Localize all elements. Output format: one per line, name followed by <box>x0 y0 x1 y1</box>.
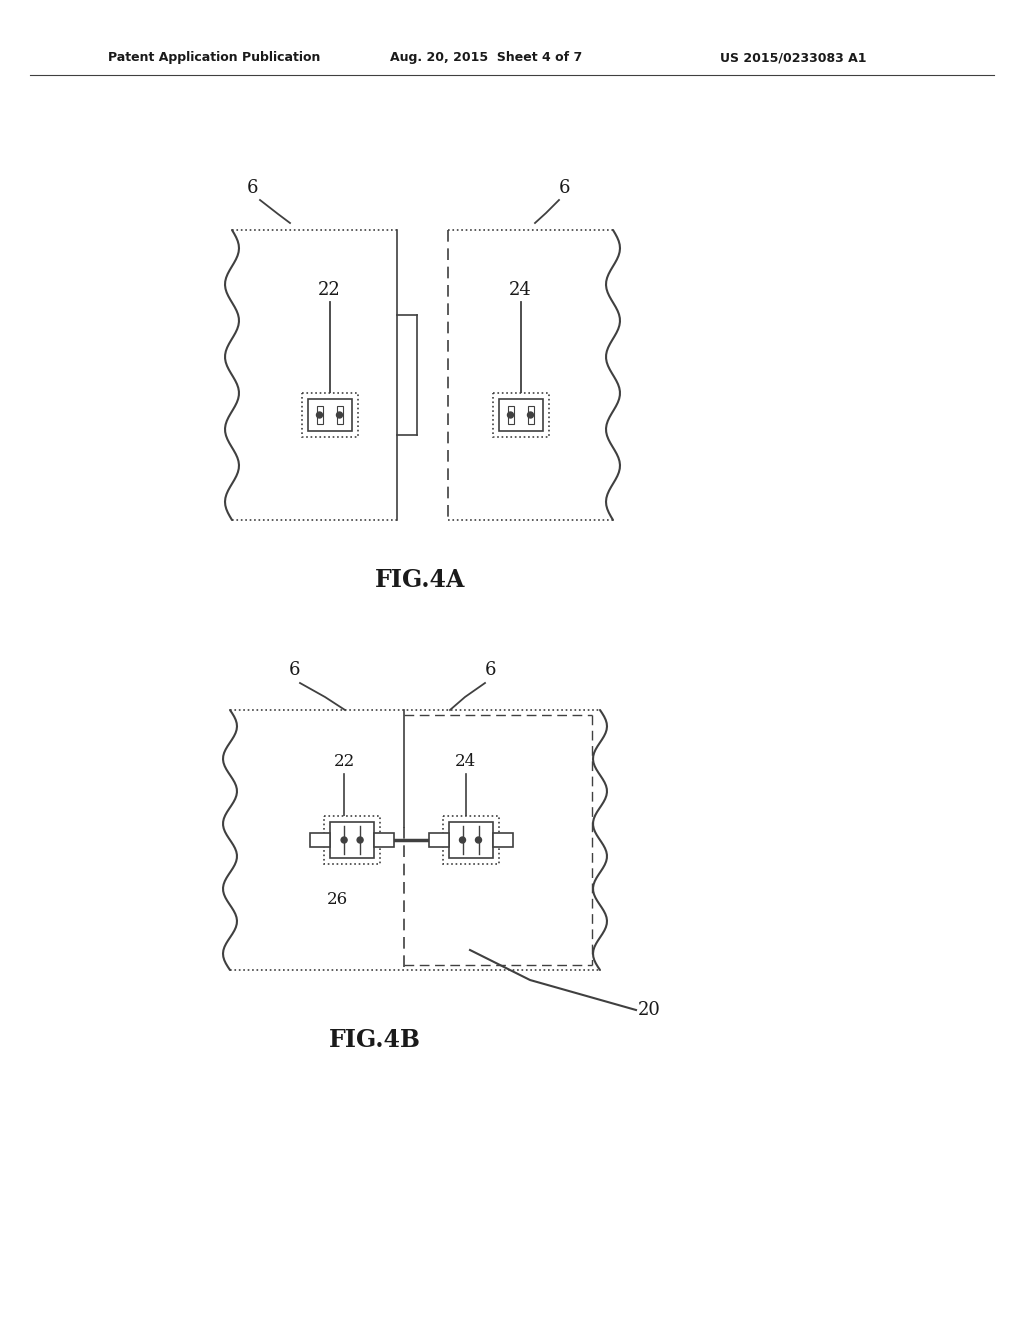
Bar <box>337 407 342 424</box>
Bar <box>449 822 493 858</box>
Bar <box>310 833 330 847</box>
Bar <box>499 399 543 432</box>
Circle shape <box>341 837 347 843</box>
Circle shape <box>460 837 466 843</box>
Bar <box>330 822 374 858</box>
Bar <box>325 816 380 865</box>
Bar <box>508 407 513 424</box>
Circle shape <box>316 412 323 418</box>
Text: 6: 6 <box>484 661 496 678</box>
Circle shape <box>508 412 513 418</box>
Circle shape <box>527 412 534 418</box>
Text: FIG.4A: FIG.4A <box>375 568 465 591</box>
Text: Aug. 20, 2015  Sheet 4 of 7: Aug. 20, 2015 Sheet 4 of 7 <box>390 51 583 65</box>
Bar <box>493 393 549 437</box>
Text: 20: 20 <box>638 1001 660 1019</box>
Bar <box>493 833 512 847</box>
Text: 6: 6 <box>247 180 259 197</box>
Text: 6: 6 <box>289 661 301 678</box>
Circle shape <box>475 837 481 843</box>
Bar <box>442 816 499 865</box>
Bar <box>316 407 323 424</box>
Circle shape <box>357 837 364 843</box>
Text: 26: 26 <box>327 891 348 908</box>
Text: 24: 24 <box>455 754 476 771</box>
Bar <box>374 833 394 847</box>
Bar <box>428 833 449 847</box>
Text: US 2015/0233083 A1: US 2015/0233083 A1 <box>720 51 866 65</box>
Text: 24: 24 <box>509 281 531 300</box>
Text: 22: 22 <box>334 754 354 771</box>
Circle shape <box>337 412 342 418</box>
Text: 22: 22 <box>318 281 341 300</box>
Text: Patent Application Publication: Patent Application Publication <box>108 51 321 65</box>
Bar <box>527 407 534 424</box>
Text: 6: 6 <box>559 180 570 197</box>
Text: FIG.4B: FIG.4B <box>329 1028 421 1052</box>
Bar <box>307 399 351 432</box>
Bar <box>301 393 357 437</box>
